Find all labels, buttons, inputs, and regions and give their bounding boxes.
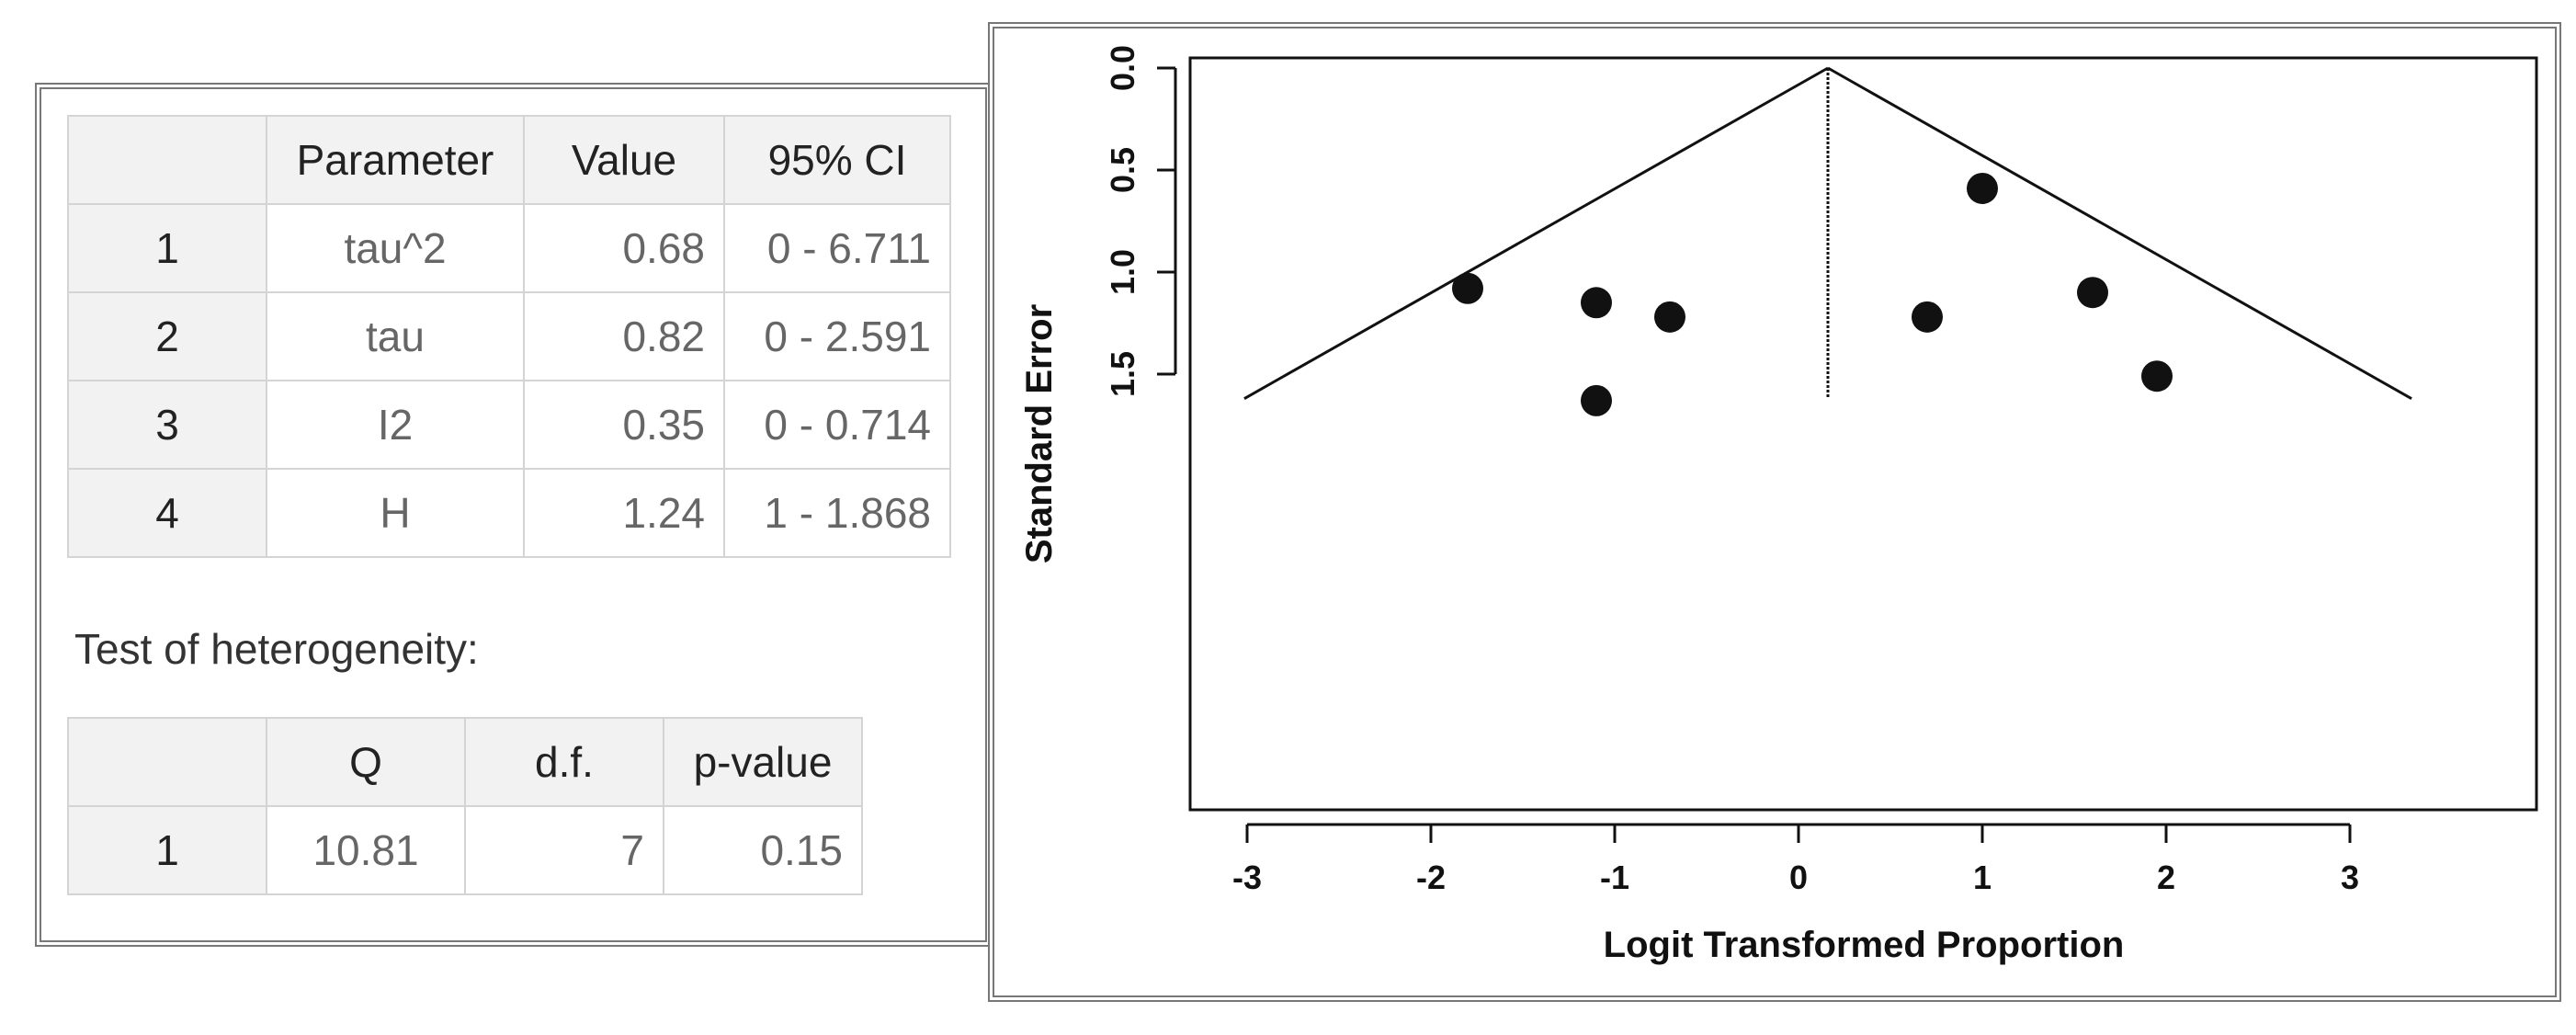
table-header-row: Parameter Value 95% CI [67,115,951,205]
y-axis-title: Standard Error [1019,304,1060,563]
x-tick-label: 2 [2157,859,2175,896]
table-row: 2 tau 0.82 0 - 2.591 [67,291,951,381]
data-point [1912,301,1943,333]
row-index: 4 [67,468,267,558]
data-point [1967,172,1998,204]
parameter-name: tau^2 [266,203,525,293]
table-row: 4 H 1.24 1 - 1.868 [67,468,951,558]
df-value: 7 [464,805,664,895]
parameter-ci: 0 - 6.711 [723,203,951,293]
y-tick-label: 1.0 [1104,249,1141,295]
heterogeneity-title: Test of heterogeneity: [74,625,479,673]
x-tick-label: 3 [2341,859,2359,896]
parameter-value: 0.82 [523,291,725,381]
data-points [1452,172,2173,416]
parameter-value: 1.24 [523,468,725,558]
heterogeneity-table: Q d.f. p-value 1 10.81 7 0.15 [67,717,863,895]
y-axis: 0.0 0.5 1.0 1.5 [1104,45,1177,397]
column-header-value: Value [523,115,725,205]
x-tick-label: 1 [1973,859,1992,896]
parameter-name: I2 [266,380,525,470]
x-tick-label: -3 [1232,859,1262,896]
column-header-parameter: Parameter [266,115,525,205]
funnel-plot-panel: -3 -2 -1 0 1 2 3 0.0 0.5 1.0 1.5 Logit Transforme… [988,22,2561,1002]
data-point [1581,384,1612,416]
column-header-ci: 95% CI [723,115,951,205]
data-point [1654,301,1685,333]
funnel-plot: -3 -2 -1 0 1 2 3 0.0 0.5 1.0 1.5 Logit Transforme… [1019,45,2538,965]
data-point [2077,277,2108,309]
parameter-ci: 1 - 1.868 [723,468,951,558]
table-row: 1 tau^2 0.68 0 - 6.711 [67,203,951,293]
p-value: 0.15 [663,805,863,895]
y-tick-label: 0.5 [1104,147,1141,193]
column-header-index [67,115,267,205]
funnel-lines [1243,66,2412,400]
plot-frame [1188,56,2538,812]
column-header-df: d.f. [464,717,664,807]
funnel-left-line [1243,66,1829,400]
parameter-name: tau [266,291,525,381]
data-point [2141,360,2173,392]
row-index: 1 [67,203,267,293]
row-index: 1 [67,805,267,895]
parameter-value: 0.68 [523,203,725,293]
row-index: 2 [67,291,267,381]
column-header-index [67,717,267,807]
parameter-ci: 0 - 2.591 [723,291,951,381]
column-header-q: Q [266,717,466,807]
x-tick-label: -2 [1416,859,1446,896]
y-tick-label: 1.5 [1104,351,1141,397]
parameter-table: Parameter Value 95% CI 1 tau^2 0.68 0 - … [67,115,951,558]
x-tick-label: -1 [1600,859,1629,896]
y-tick-label: 0.0 [1104,45,1141,91]
x-axis-title: Logit Transformed Proportion [1604,925,2125,965]
table-row: 3 I2 0.35 0 - 0.714 [67,380,951,470]
data-point [1452,272,1483,304]
parameter-ci: 0 - 0.714 [723,380,951,470]
x-tick-label: 0 [1789,859,1808,896]
column-header-p-value: p-value [663,717,863,807]
parameter-name: H [266,468,525,558]
x-axis: -3 -2 -1 0 1 2 3 [1232,823,2359,896]
table-header-row: Q d.f. p-value [67,717,863,807]
funnel-right-line [1827,66,2412,400]
data-point [1581,287,1612,319]
table-row: 1 10.81 7 0.15 [67,805,863,895]
q-value: 10.81 [266,805,466,895]
row-index: 3 [67,380,267,470]
results-panel: Parameter Value 95% CI 1 tau^2 0.68 0 - … [35,83,992,947]
parameter-value: 0.35 [523,380,725,470]
